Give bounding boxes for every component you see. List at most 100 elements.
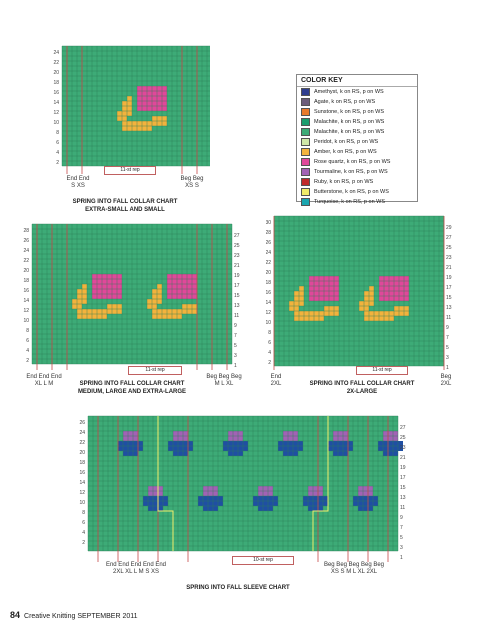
chart-cell [77, 289, 82, 294]
chart-cell [263, 496, 268, 501]
chart-cell [348, 441, 353, 446]
chart-cell [198, 501, 203, 506]
chart-cell [298, 441, 303, 446]
color-swatch [301, 188, 310, 196]
chart-cell [368, 506, 373, 511]
chart-cell [148, 486, 153, 491]
chart-cell [313, 491, 318, 496]
chart-cell [243, 441, 248, 446]
chart-cell [162, 121, 167, 126]
chart-cell [394, 276, 399, 281]
chart-cell [162, 86, 167, 91]
chart-cell [218, 501, 223, 506]
chart-cell [293, 446, 298, 451]
chart-cell [309, 291, 314, 296]
chart-cell [243, 446, 248, 451]
chart-cell [278, 446, 283, 451]
chart-cell [238, 431, 243, 436]
chart-cell [338, 431, 343, 436]
chart-cell [137, 121, 142, 126]
color-key-item: Rose quartz, k on RS, p on WS [297, 157, 417, 167]
chart-cell [122, 111, 127, 116]
chart-cell [152, 91, 157, 96]
chart-cell [102, 289, 107, 294]
row-number: 24 [23, 248, 29, 254]
chart-cell [182, 304, 187, 309]
chart-cell [187, 289, 192, 294]
chart-cell [393, 431, 398, 436]
row-number: 4 [56, 150, 59, 156]
chart-cell [258, 501, 263, 506]
row-number: 8 [82, 510, 85, 516]
row-number: 11 [234, 313, 239, 319]
chart4-end-label: End End End End End 2XL XL L M S XS [105, 562, 167, 575]
chart-cell [148, 501, 153, 506]
chart-cell [123, 441, 128, 446]
chart-cell [368, 491, 373, 496]
chart-cell [112, 279, 117, 284]
chart-cell [152, 299, 157, 304]
chart-cell [368, 496, 373, 501]
row-number: 10 [53, 120, 59, 126]
chart-cell [183, 431, 188, 436]
chart-cell [203, 486, 208, 491]
chart-cell [147, 86, 152, 91]
chart-cell [127, 111, 132, 116]
chart-cell [389, 311, 394, 316]
chart-cell [92, 314, 97, 319]
chart4-caption: SPRING INTO FALL SLEEVE CHART [186, 585, 290, 591]
chart-cell [167, 314, 172, 319]
row-number: 2 [268, 360, 271, 366]
chart-cell [187, 309, 192, 314]
chart-cell [192, 279, 197, 284]
chart-cell [172, 314, 177, 319]
color-swatch [301, 178, 310, 186]
chart-cell [258, 496, 263, 501]
chart-cell [268, 491, 273, 496]
chart-cell [157, 91, 162, 96]
row-number: 5 [234, 343, 237, 349]
row-number: 25 [400, 435, 406, 441]
row-number: 24 [53, 50, 59, 56]
row-number: 9 [234, 323, 237, 329]
chart-cell [314, 281, 319, 286]
chart-cell [167, 274, 172, 279]
chart-cell [294, 306, 299, 311]
chart-cell [324, 311, 329, 316]
chart-cell [404, 286, 409, 291]
chart-cell [228, 436, 233, 441]
chart-cell [208, 501, 213, 506]
row-number: 6 [82, 520, 85, 526]
chart-cell [294, 301, 299, 306]
chart-cell [117, 294, 122, 299]
chart-cell [147, 91, 152, 96]
row-number: 19 [234, 273, 240, 279]
chart-cell [334, 306, 339, 311]
chart-cell [152, 314, 157, 319]
chart-cell [329, 311, 334, 316]
chart-cell [178, 441, 183, 446]
chart-cell [97, 294, 102, 299]
row-number: 2 [56, 160, 59, 166]
chart-cell [188, 446, 193, 451]
chart-cell [399, 291, 404, 296]
chart-cell [153, 501, 158, 506]
chart-cell [77, 314, 82, 319]
chart-cell [203, 501, 208, 506]
chart-cell [363, 486, 368, 491]
chart-cell [192, 289, 197, 294]
chart-cell [378, 441, 383, 446]
chart-cell [128, 436, 133, 441]
chart-cell [334, 296, 339, 301]
chart-cell [343, 446, 348, 451]
chart-cell [379, 286, 384, 291]
row-number: 18 [266, 280, 271, 286]
color-key-label: Turquoise, k on RS, p on WS [314, 199, 386, 205]
row-number: 6 [26, 338, 29, 344]
chart-cell [213, 501, 218, 506]
row-number: 8 [268, 330, 271, 336]
chart-cell [192, 304, 197, 309]
chart-cell [102, 284, 107, 289]
chart-cell [147, 304, 152, 309]
chart-cell [404, 281, 409, 286]
